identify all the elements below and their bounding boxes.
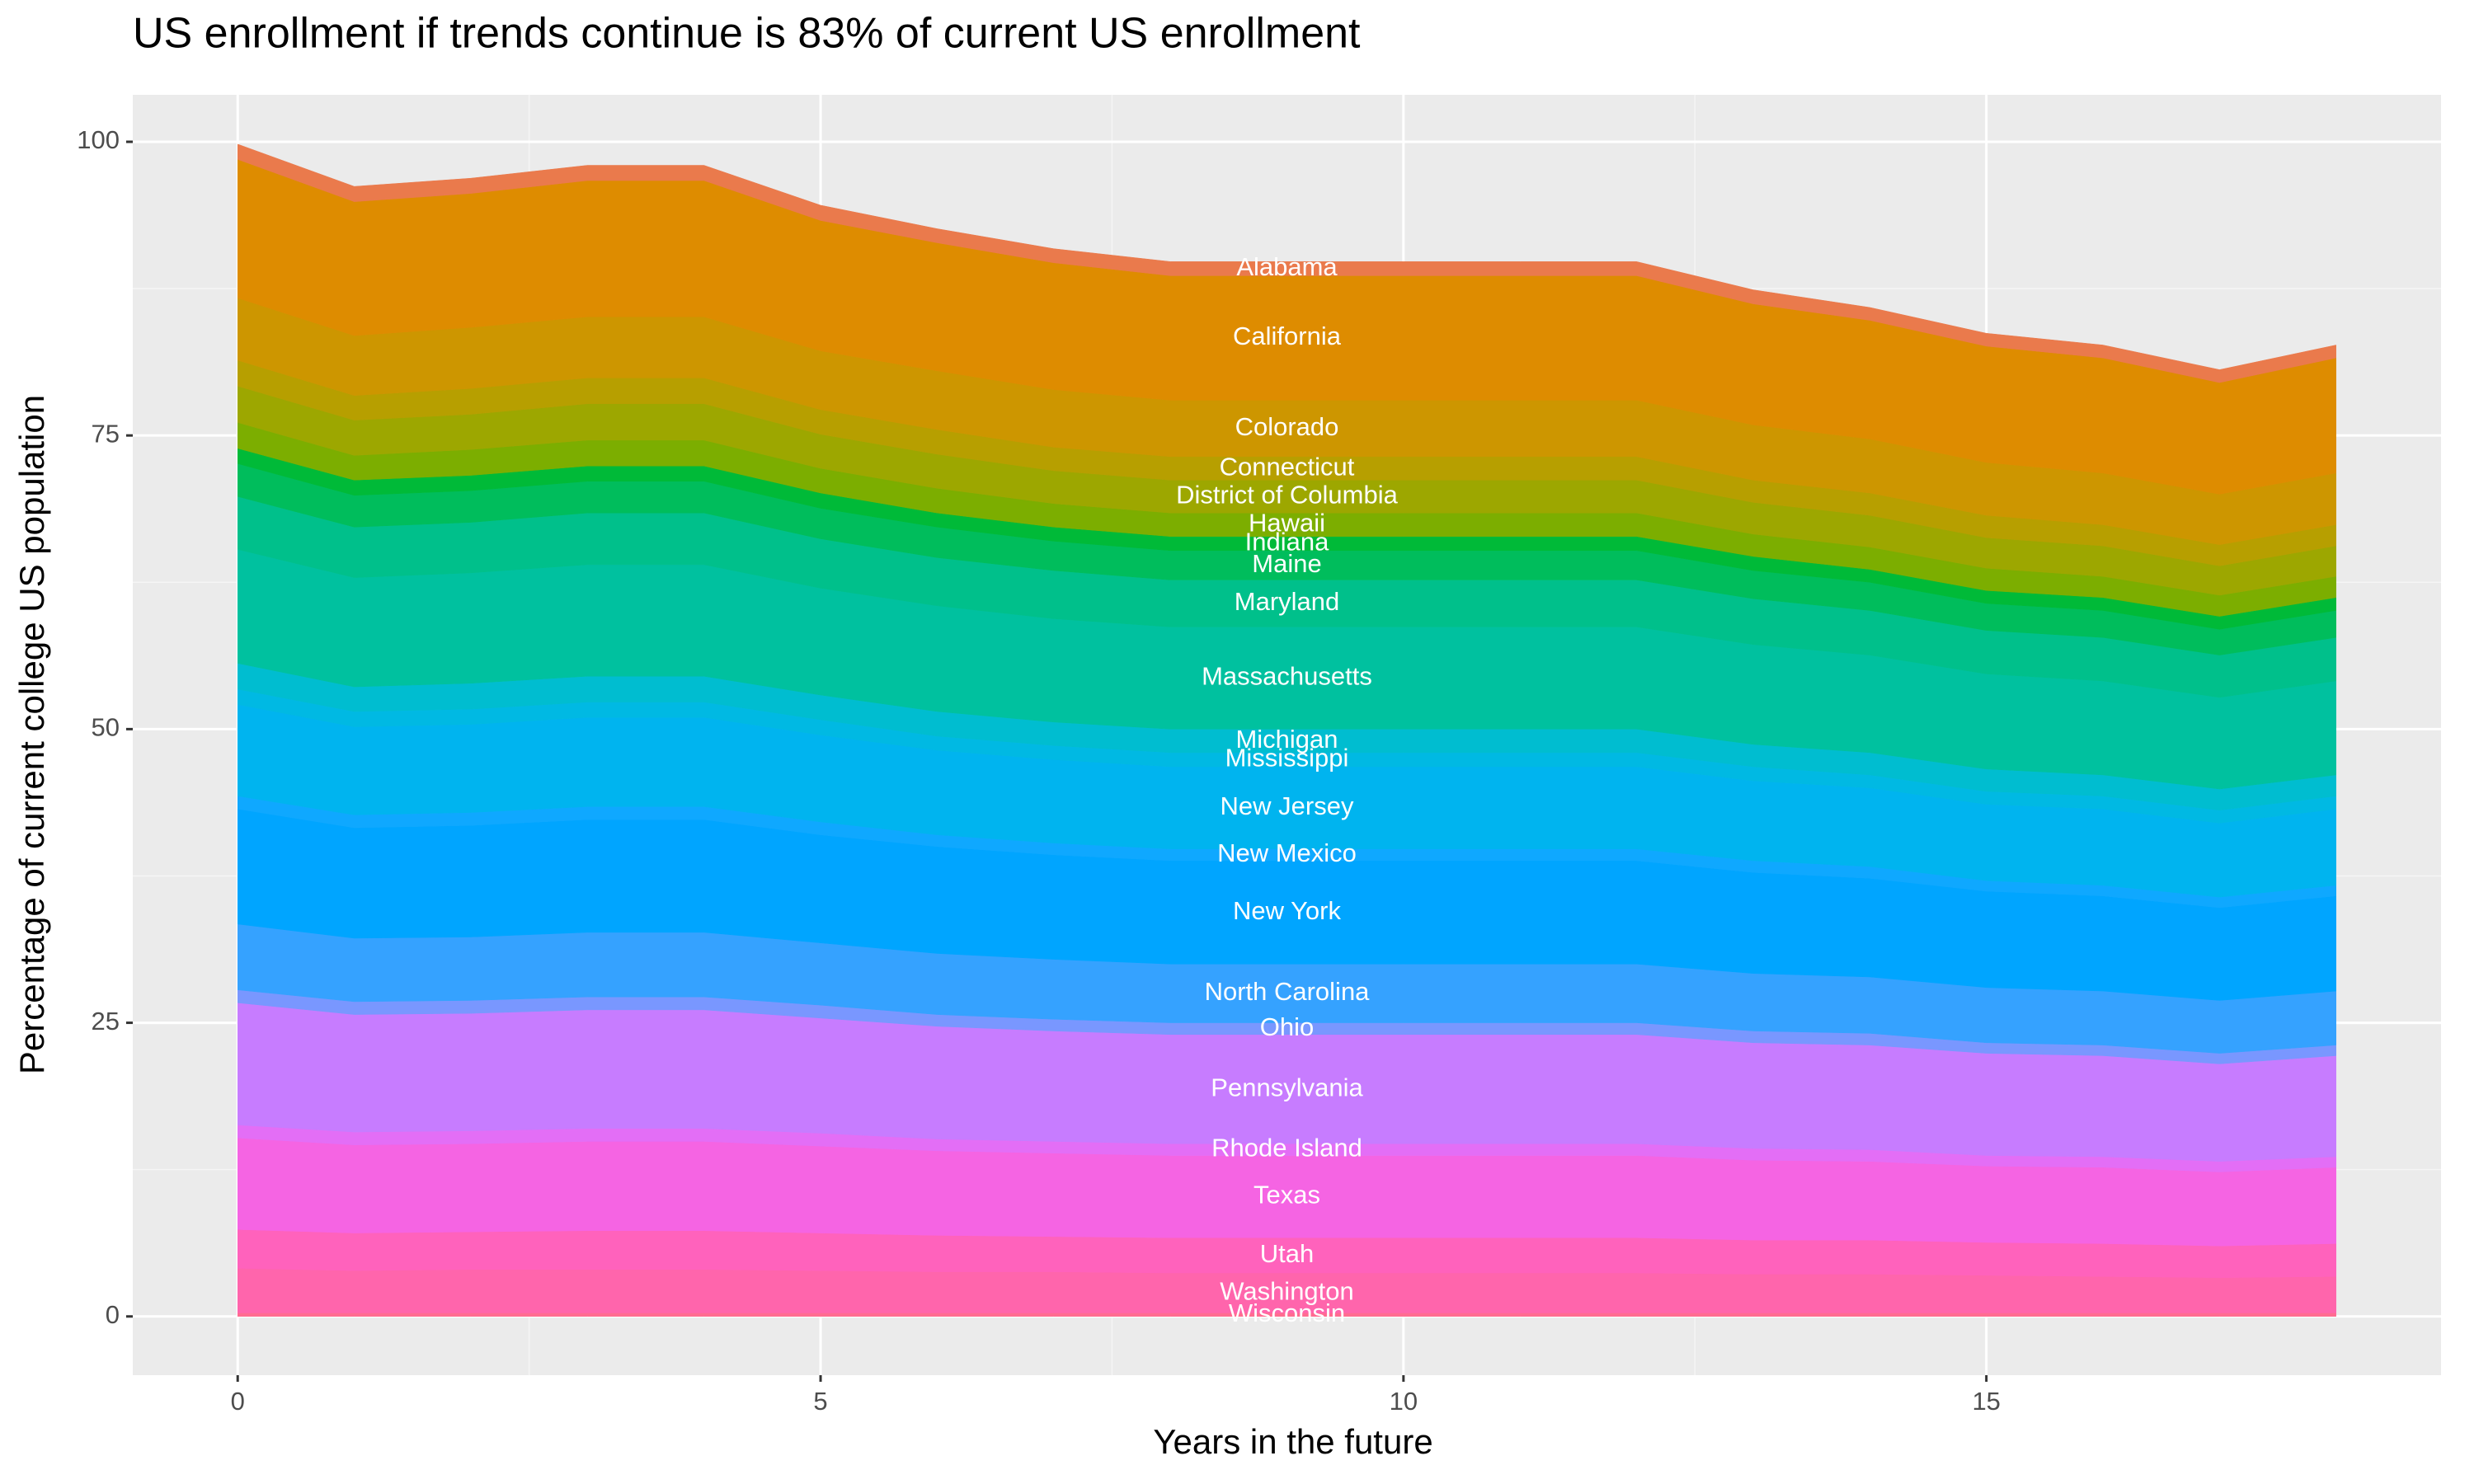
series-label: Rhode Island <box>1211 1134 1362 1162</box>
x-tick-label: 10 <box>1390 1387 1418 1416</box>
series-label: California <box>1233 322 1342 350</box>
series-label: Hawaii <box>1249 509 1325 538</box>
y-tick-label: 50 <box>92 713 120 742</box>
x-tick-label: 15 <box>1972 1387 2000 1416</box>
series-label: New Jersey <box>1221 791 1354 820</box>
chart-title: US enrollment if trends continue is 83% … <box>133 10 1361 58</box>
series-label: Maryland <box>1235 587 1340 616</box>
x-tick-label: 5 <box>813 1387 827 1416</box>
series-label: Ohio <box>1260 1012 1314 1041</box>
series-label: New Mexico <box>1217 838 1357 867</box>
series-label: Colorado <box>1235 412 1339 441</box>
series-label: Mississippi <box>1225 744 1349 773</box>
series-label: Alabama <box>1236 252 1338 281</box>
series-label: Utah <box>1260 1239 1314 1268</box>
series-label: North Carolina <box>1205 977 1371 1006</box>
series-label: New York <box>1233 896 1341 925</box>
y-tick-label: 0 <box>106 1300 120 1329</box>
series-label: Washington <box>1220 1276 1354 1305</box>
area <box>237 143 2337 383</box>
y-tick-label: 100 <box>77 125 120 154</box>
series-label: Michigan <box>1235 725 1338 754</box>
series-label: Connecticut <box>1220 452 1355 481</box>
x-axis-title: Years in the future <box>1153 1422 1432 1461</box>
series-label: Indiana <box>1245 527 1329 556</box>
y-tick-label: 25 <box>92 1007 120 1036</box>
x-tick-label: 0 <box>231 1387 245 1416</box>
series-label: Pennsylvania <box>1211 1073 1363 1101</box>
series-label: Wisconsin <box>1229 1298 1345 1327</box>
y-tick-label: 75 <box>92 419 120 448</box>
series-label: Texas <box>1253 1181 1320 1209</box>
series-label: District of Columbia <box>1176 480 1398 509</box>
series-label: Maine <box>1252 549 1321 578</box>
y-axis-title: Percentage of current college US populat… <box>12 395 51 1074</box>
series-label: Massachusetts <box>1202 662 1372 691</box>
